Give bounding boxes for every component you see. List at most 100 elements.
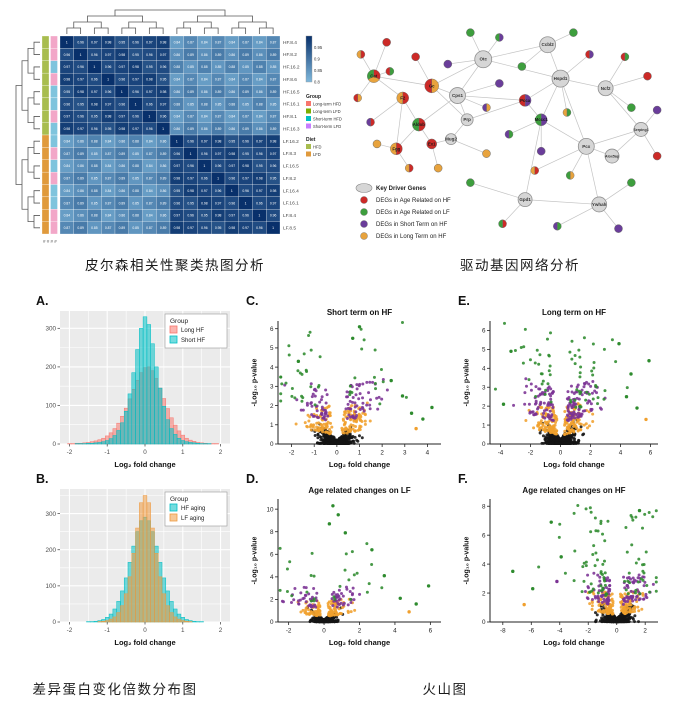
svg-text:0.89: 0.89 — [77, 226, 84, 230]
heatmap-anno-diet — [41, 221, 50, 235]
heatmap-anno-week — [50, 147, 58, 160]
svg-text:0.96: 0.96 — [242, 214, 249, 218]
svg-text:0.87: 0.87 — [64, 201, 71, 205]
svg-text:2: 2 — [219, 627, 223, 634]
histB-svg: 0 100 200 300 -2 -1 0 1 2 Log₂ fold change Group HF… — [45, 489, 230, 647]
svg-text:0.85: 0.85 — [215, 102, 222, 106]
svg-text:0.84: 0.84 — [64, 214, 71, 218]
svg-text:0.88: 0.88 — [132, 139, 139, 143]
svg-text:0.86: 0.86 — [77, 164, 84, 168]
svg-text:1: 1 — [203, 164, 205, 168]
svg-text:0.95: 0.95 — [77, 102, 84, 106]
svg-text:0: 0 — [482, 441, 486, 448]
svg-text:0.96: 0.96 — [119, 78, 126, 82]
heatmap-anno-week — [50, 209, 58, 222]
svg-text:0.89: 0.89 — [77, 152, 84, 156]
svg-text:0.98: 0.98 — [187, 189, 194, 193]
svg-text:0.96: 0.96 — [132, 90, 139, 94]
network-node-label: Pcca — [520, 98, 531, 103]
svg-text:0.96: 0.96 — [187, 164, 194, 168]
heatmap-anno-week — [50, 60, 58, 74]
svg-text:0.96: 0.96 — [64, 102, 71, 106]
svg-text:0.86: 0.86 — [77, 189, 84, 193]
svg-text:0.97: 0.97 — [215, 152, 222, 156]
svg-text:0.96: 0.96 — [201, 177, 208, 181]
svg-text:0.86: 0.86 — [119, 139, 126, 143]
svg-text:0.88: 0.88 — [229, 65, 236, 69]
svg-text:0.98: 0.98 — [270, 139, 277, 143]
svg-text:6: 6 — [482, 532, 486, 539]
svg-text:0.86: 0.86 — [201, 53, 208, 57]
heatmap-anno-week — [50, 171, 58, 185]
svg-text:-1: -1 — [311, 450, 317, 457]
heatmap-row-label: HF.16.5 — [283, 89, 300, 95]
svg-text:1: 1 — [231, 189, 233, 193]
svg-text:0.89: 0.89 — [77, 177, 84, 181]
svg-text:0.86: 0.86 — [119, 189, 126, 193]
svg-text:0.97: 0.97 — [146, 40, 153, 44]
svg-text:0.97: 0.97 — [215, 201, 222, 205]
panel-label-c: C. — [246, 294, 259, 308]
svg-text:0.98: 0.98 — [64, 78, 71, 82]
volcano-y-title: -Log₁₀ p-value — [252, 359, 259, 407]
svg-text:0.87: 0.87 — [64, 226, 71, 230]
volD-svg: Age related changes on LF -2 0 2 4 6 0 2 4 6 8 10 Lo… — [252, 486, 441, 647]
heatmap-legend-label: Short-term HFD — [313, 116, 342, 121]
svg-text:0.84: 0.84 — [64, 139, 71, 143]
svg-text:0.86: 0.86 — [256, 90, 263, 94]
heatmap-anno-diet — [41, 85, 50, 99]
volcano-title: Age related changes on LF — [308, 486, 410, 495]
svg-text:0.98: 0.98 — [160, 40, 167, 44]
heatmap-anno-diet — [41, 159, 50, 173]
svg-text:0.98: 0.98 — [229, 226, 236, 230]
svg-text:0.96: 0.96 — [187, 139, 194, 143]
svg-text:0.87: 0.87 — [187, 78, 194, 82]
svg-text:0.84: 0.84 — [229, 40, 236, 44]
svg-text:0.97: 0.97 — [64, 115, 71, 119]
svg-text:0.98: 0.98 — [229, 152, 236, 156]
svg-text:0.98: 0.98 — [105, 40, 112, 44]
svg-text:0.87: 0.87 — [105, 226, 112, 230]
heatmap-row-label: HF.8.4 — [283, 40, 297, 46]
svg-text:0.95: 0.95 — [160, 78, 167, 82]
svg-text:0.97: 0.97 — [119, 65, 126, 69]
svg-text:0.85: 0.85 — [187, 102, 194, 106]
histogram-b-panel: 0 100 200 300 -2 -1 0 1 2 Log₂ fold change Group HF… — [30, 484, 235, 648]
svg-text:0.89: 0.89 — [215, 127, 222, 131]
svg-text:-4: -4 — [557, 628, 563, 635]
svg-text:0.88: 0.88 — [256, 102, 263, 106]
network-node-label: Otc — [479, 57, 487, 62]
svg-text:0.87: 0.87 — [187, 115, 194, 119]
volcano-title: Long term on HF — [542, 308, 606, 317]
svg-text:0.98: 0.98 — [215, 214, 222, 218]
svg-text:0.86: 0.86 — [174, 127, 181, 131]
svg-text:0.98: 0.98 — [146, 78, 153, 82]
svg-text:0.98: 0.98 — [132, 65, 139, 69]
svg-text:0.98: 0.98 — [174, 177, 181, 181]
svg-text:0.89: 0.89 — [119, 226, 126, 230]
heatmap-svg: 1 0.96 0.97 0.98 0.95 0.96 0.97 0.98 0.84 0.87 0.8… — [15, 9, 342, 244]
svg-text:0.98: 0.98 — [256, 177, 263, 181]
svg-text:0.95: 0.95 — [229, 139, 236, 143]
svg-text:1: 1 — [190, 152, 192, 156]
svg-text:0.89: 0.89 — [187, 127, 194, 131]
heatmap-anno-week — [50, 184, 58, 198]
svg-text:8: 8 — [482, 503, 486, 510]
network-hub-node — [460, 113, 474, 127]
svg-text:0.96: 0.96 — [146, 127, 153, 131]
svg-text:0.88: 0.88 — [256, 65, 263, 69]
svg-text:0.86: 0.86 — [160, 164, 167, 168]
svg-text:0.89: 0.89 — [242, 53, 249, 57]
svg-text:0.96: 0.96 — [270, 164, 277, 168]
svg-text:0.89: 0.89 — [187, 53, 194, 57]
heatmap-legend-label: LFD — [313, 152, 321, 157]
svg-text:0.97: 0.97 — [174, 214, 181, 218]
svg-text:4: 4 — [393, 628, 397, 635]
svg-text:0.87: 0.87 — [146, 152, 153, 156]
heatmap-row-label: HF.8.2 — [283, 52, 297, 58]
network-node-label: Cps1 — [452, 93, 464, 98]
svg-text:-6: -6 — [528, 628, 534, 635]
heatmap-anno-week — [50, 110, 58, 123]
hist-series — [74, 316, 212, 445]
svg-text:0.87: 0.87 — [146, 201, 153, 205]
